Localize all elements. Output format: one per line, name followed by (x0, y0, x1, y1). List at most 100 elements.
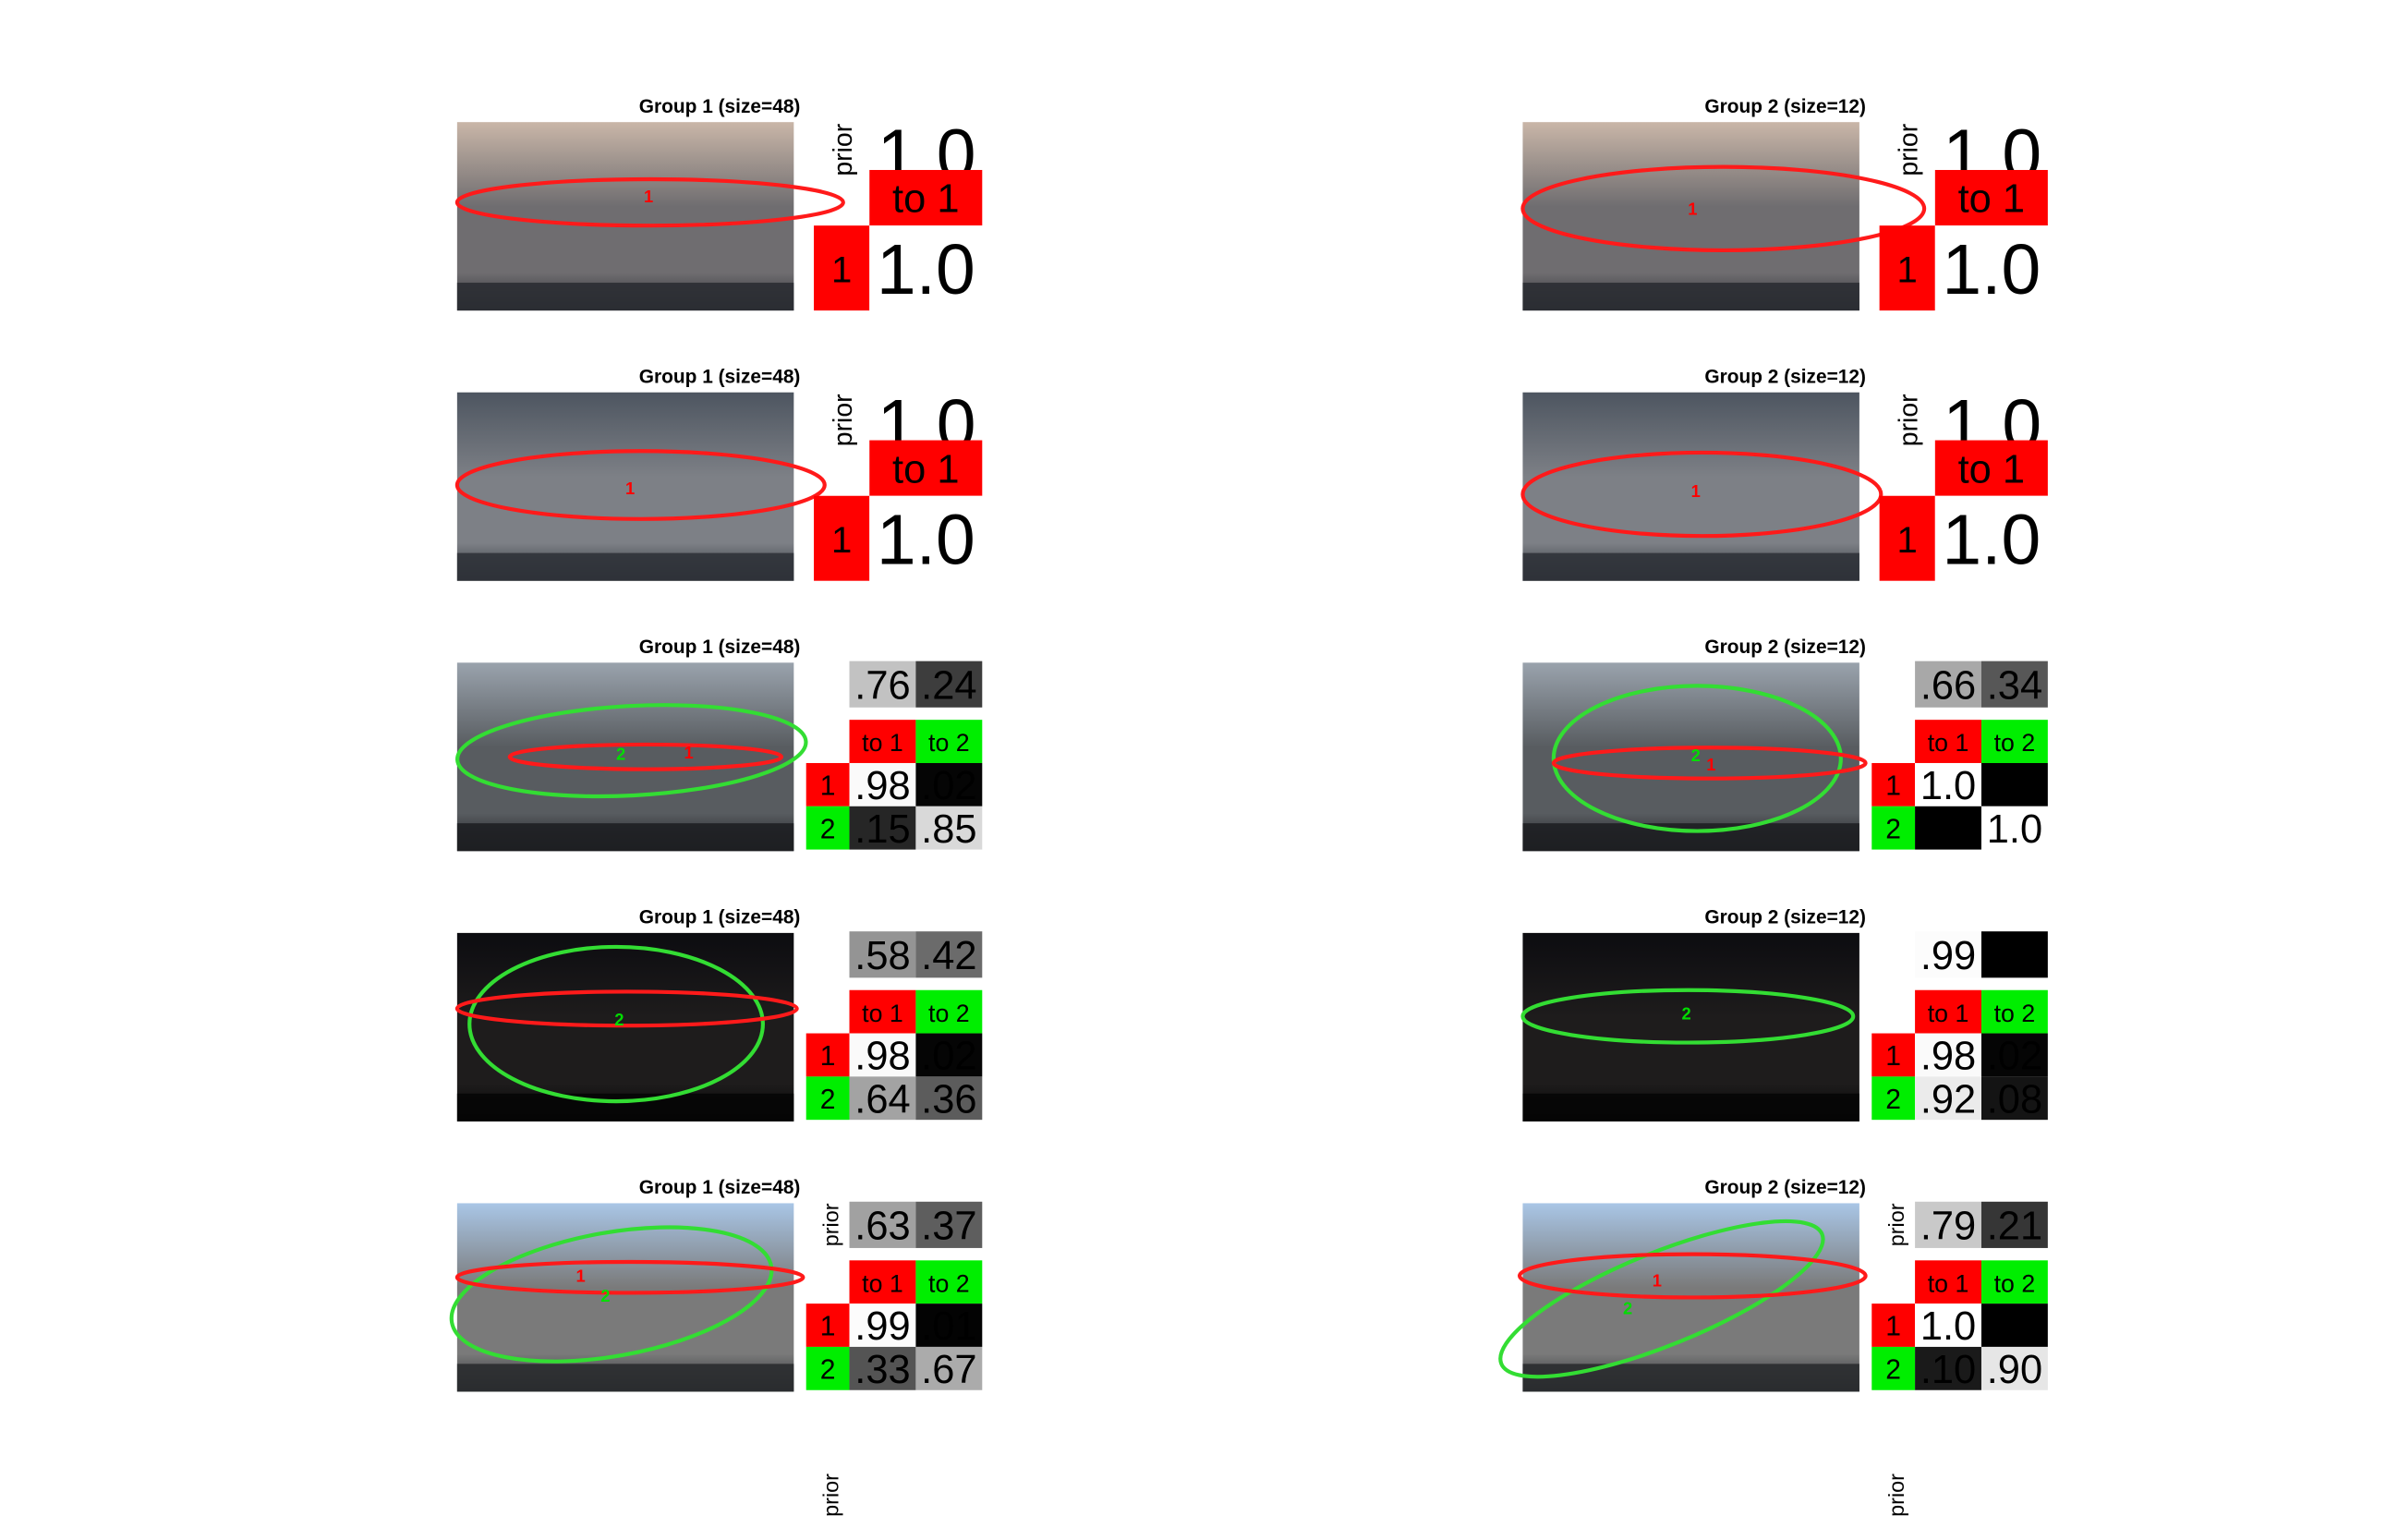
row-label: 1 (1885, 771, 1901, 802)
matrix-value-cell (1980, 1076, 2048, 1121)
column-header-cell (915, 1260, 983, 1304)
matrix-value-cell (1915, 806, 1981, 850)
photo: 1 (1520, 392, 1883, 581)
row-label: 1 (1897, 519, 1918, 561)
prior-value-cell (915, 661, 983, 708)
row-label-cell (805, 1346, 850, 1390)
panel-title: Group 1 (size=48) (639, 367, 801, 388)
photo-hood (456, 1364, 794, 1392)
matrix-value: .08 (1987, 1077, 2042, 1122)
matrix-value-cell (869, 225, 983, 311)
matrix-value: .15 (854, 807, 910, 852)
marker-label: 1 (625, 479, 635, 498)
prior-value: .79 (1920, 1205, 1976, 1249)
row-label-cell (805, 1076, 850, 1121)
photo-frame (456, 662, 794, 852)
column-header: to 2 (928, 1269, 970, 1297)
photo-hood (456, 823, 794, 852)
row-label-cell (805, 806, 850, 850)
column-header-cell (1980, 1260, 2048, 1304)
photo: 1 (454, 122, 845, 311)
column-header-cell (849, 989, 916, 1034)
matrix-value-cell (849, 806, 916, 850)
column-header: to 1 (892, 177, 959, 222)
row-label: 1 (831, 249, 852, 290)
prior-value: .76 (854, 663, 910, 708)
ellipse (449, 1225, 774, 1364)
prior-value: .66 (1920, 663, 1976, 708)
prior-label: prior (829, 394, 858, 446)
column-header-cell (915, 989, 983, 1034)
photo: 2 (454, 932, 799, 1122)
row-label: 2 (820, 1085, 836, 1115)
matrix-value-cell (1980, 1346, 2048, 1390)
row-label-cell (805, 1033, 850, 1077)
ellipse (1520, 164, 1927, 253)
marker-label: 1 (1691, 481, 1701, 501)
matrix-value: .99 (854, 1304, 910, 1349)
row-label: 2 (1885, 1355, 1901, 1386)
prior-value-cell (915, 1201, 983, 1248)
matrix-value: .02 (1987, 1035, 2042, 1079)
prior-label: prior (1884, 1473, 1908, 1517)
matrix-value: 1.0 (1987, 807, 2042, 852)
matrix-value-cell (849, 762, 916, 806)
photo: 1 (454, 392, 827, 581)
ellipse (1551, 746, 1868, 781)
matrix-value: 1.0 (1942, 500, 2041, 579)
column-header-cell (849, 1260, 916, 1304)
panel-title: Group 2 (size=12) (1704, 907, 1866, 928)
panel-title: Group 1 (size=48) (639, 637, 801, 658)
marker-label: 1 (644, 187, 653, 206)
marker-label: 2 (614, 1010, 624, 1029)
column-header: to 1 (862, 1000, 903, 1027)
prior-value-cell (915, 931, 983, 978)
photo-hood (456, 1093, 794, 1122)
matrix-value-cell (915, 806, 983, 850)
row-label-cell (1871, 762, 1916, 806)
matrix-value-cell (1915, 1033, 1981, 1077)
prior-value-cell (849, 661, 916, 708)
matrix-value-cell (1934, 225, 2048, 311)
photo-frame (456, 122, 794, 311)
ellipse (1520, 988, 1856, 1045)
photo-hood (1522, 552, 1859, 581)
column-header-cell (869, 440, 983, 496)
photo-frame (1522, 932, 1859, 1122)
marker-label: 1 (684, 743, 694, 762)
photo-frame (456, 392, 794, 581)
matrix-value: .90 (1987, 1348, 2042, 1392)
matrix-value-cell (1915, 1076, 1981, 1121)
photo: 2 (1520, 932, 1859, 1122)
prior-value-cell (849, 931, 916, 978)
matrix-value: .85 (921, 807, 976, 852)
prior-label: prior (829, 124, 858, 176)
matrix-value: 1.0 (1920, 1304, 1976, 1349)
row-label-cell (1879, 225, 1935, 311)
row-label: 2 (820, 814, 836, 844)
row-label-cell (805, 762, 850, 806)
matrix-value: .33 (854, 1348, 910, 1392)
prior-value: .37 (921, 1205, 976, 1249)
prior-label: prior (1884, 1203, 1908, 1246)
marker-label: 1 (1706, 755, 1715, 774)
marker-label: 2 (1691, 746, 1701, 765)
row-label-cell (814, 495, 870, 581)
panel-title: Group 1 (size=48) (639, 907, 801, 928)
row-label: 2 (1885, 814, 1901, 844)
matrix-value-cell (1980, 1033, 2048, 1077)
photo: 1 (1520, 122, 1927, 311)
column-header: to 2 (1994, 729, 2036, 757)
marker-label: 2 (1682, 1003, 1691, 1023)
column-header-cell (1915, 1260, 1981, 1304)
matrix-value-cell (915, 762, 983, 806)
column-header-cell (869, 169, 983, 226)
row-label: 1 (1897, 249, 1918, 290)
matrix-value-cell (1980, 806, 2048, 850)
photo-hood (1522, 283, 1859, 311)
prior-value-cell (1915, 931, 1981, 978)
